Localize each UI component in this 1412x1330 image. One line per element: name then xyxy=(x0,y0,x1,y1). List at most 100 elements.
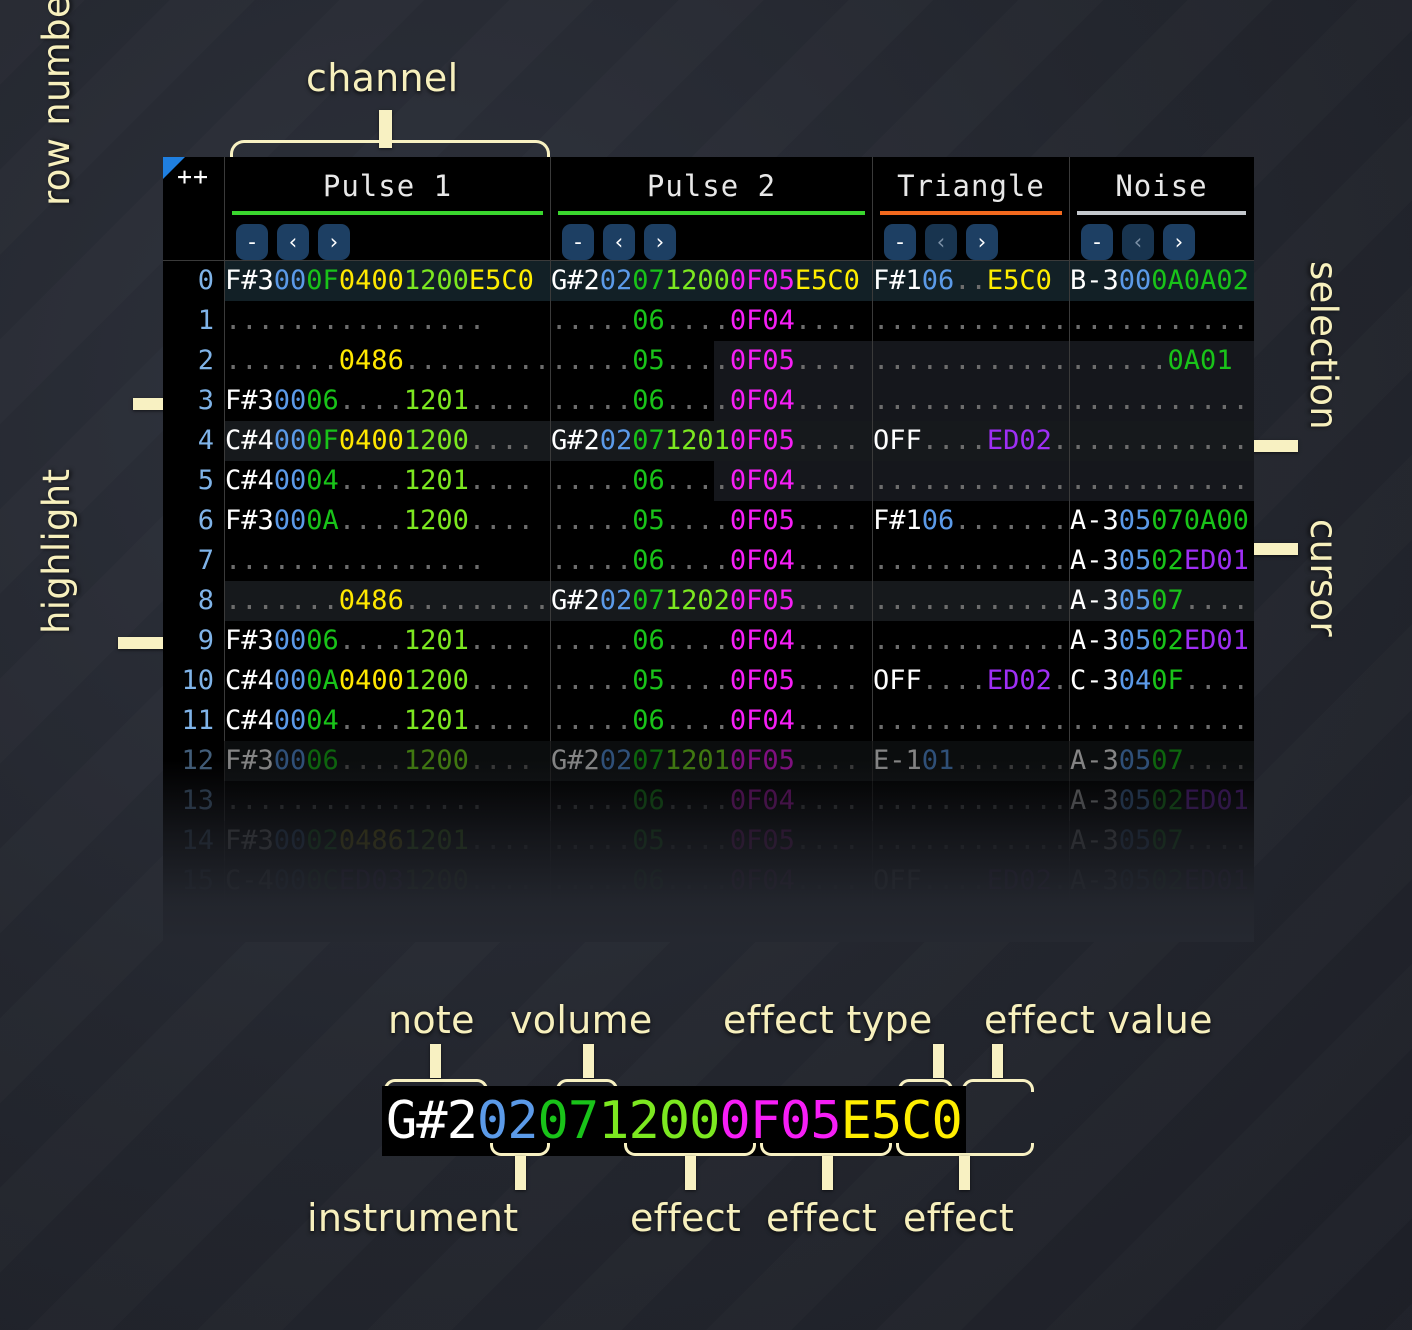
cell-segment-note: A-3 xyxy=(1070,785,1119,816)
pattern-cell[interactable]: ............ xyxy=(1070,461,1253,501)
channel-header-noise[interactable]: Noise - ‹ › xyxy=(1070,157,1253,260)
pattern-cell[interactable]: .....06....0F04.... xyxy=(551,541,873,581)
pattern-cell[interactable]: ............ xyxy=(873,541,1070,581)
next-button[interactable]: › xyxy=(318,224,350,260)
pattern-cell[interactable]: .......0486......... xyxy=(225,341,551,381)
pattern-row[interactable]: 5 C#40004....1201.... .....06....0F04.....… xyxy=(163,461,1254,501)
pattern-cell[interactable]: F#30006....1201.... xyxy=(225,621,551,661)
pattern-cell[interactable]: .....05....0F05.... xyxy=(551,821,873,861)
pattern-row[interactable]: 4 C#4000F04001200.... G#2020712010F05.... O… xyxy=(163,421,1254,461)
pattern-cell[interactable]: F#106........ xyxy=(873,501,1070,541)
pattern-cell[interactable]: OFF....ED02... xyxy=(873,421,1070,461)
pattern-cell[interactable]: C#40004....1201.... xyxy=(225,461,551,501)
next-button[interactable]: › xyxy=(1163,224,1195,260)
pattern-cell[interactable]: F#3000A....1200.... xyxy=(225,501,551,541)
pattern-row[interactable]: 12 F#30006....1200.... G#2020712010F05....… xyxy=(163,741,1254,781)
pattern-row[interactable]: 11 C#40004....1201.... .....06....0F04....… xyxy=(163,701,1254,741)
pattern-cell[interactable]: ............ xyxy=(873,621,1070,661)
pattern-cell[interactable]: F#106..E5C0 xyxy=(873,261,1070,301)
pattern-cell[interactable]: .....06....0F04.... xyxy=(551,461,873,501)
pattern-cell[interactable]: .....05....0F05.... xyxy=(551,501,873,541)
pattern-cell[interactable]: G#2020712000F05E5C0 xyxy=(551,261,873,301)
pattern-cell[interactable]: F#3000204861201.... xyxy=(225,821,551,861)
mute-button[interactable]: - xyxy=(884,224,916,260)
pattern-row[interactable]: 3 F#30006....1201.... .....06....0F04.....… xyxy=(163,381,1254,421)
pattern-cell[interactable]: F#30006....1200.... xyxy=(225,741,551,781)
pattern-cell[interactable]: C#4000A04001200.... xyxy=(225,661,551,701)
pattern-row[interactable]: 7................ .....06....0F04........… xyxy=(163,541,1254,581)
pattern-cell[interactable]: A-30507.... xyxy=(1070,821,1253,861)
pattern-cell[interactable]: ............ xyxy=(873,781,1070,821)
pattern-cell[interactable]: F#30006....1201.... xyxy=(225,381,551,421)
pattern-cell[interactable]: OFF....ED02... xyxy=(873,661,1070,701)
pattern-cell[interactable]: A-30502ED01 xyxy=(1070,621,1253,661)
pattern-cell[interactable]: B-3000A0A02 xyxy=(1070,261,1253,301)
pattern-cell[interactable]: ......0A01 xyxy=(1070,341,1253,381)
pattern-cell[interactable]: G#2020712010F05.... xyxy=(551,741,873,781)
prev-button[interactable]: ‹ xyxy=(603,224,635,260)
pattern-cell[interactable]: ............ xyxy=(1070,301,1253,341)
pattern-cell[interactable]: ................ xyxy=(225,301,551,341)
pattern-cell[interactable]: C-4000CED031200.... xyxy=(225,861,551,901)
pattern-row[interactable]: 0 F#3000F04001200E5C0 G#2020712000F05E5C0 F… xyxy=(163,261,1254,301)
pattern-cell[interactable]: .......0486......... xyxy=(225,581,551,621)
pattern-row[interactable]: 13................ .....06....0F04.......… xyxy=(163,781,1254,821)
pattern-cell[interactable]: F#3000F04001200E5C0 xyxy=(225,261,551,301)
pattern-row[interactable]: 8 .......0486......... G#2020712020F05....… xyxy=(163,581,1254,621)
pattern-cell[interactable]: ............ xyxy=(873,381,1070,421)
pattern-cell[interactable]: ............ xyxy=(1070,421,1253,461)
next-button[interactable]: › xyxy=(644,224,676,260)
pattern-cell[interactable]: .....06....0F04.... xyxy=(551,381,873,421)
pattern-cell[interactable]: ................ xyxy=(225,541,551,581)
pattern-cell[interactable]: ............ xyxy=(873,701,1070,741)
pattern-grid[interactable]: 0 F#3000F04001200E5C0 G#2020712000F05E5C0 F… xyxy=(163,261,1254,901)
channel-header-triangle[interactable]: Triangle - ‹ › xyxy=(873,157,1070,260)
pattern-cell[interactable]: .....06....0F04.... xyxy=(551,621,873,661)
pattern-cell[interactable]: A-30502ED01 xyxy=(1070,861,1253,901)
pattern-cell[interactable]: A-30502ED01 xyxy=(1070,781,1253,821)
tracker-pattern-editor[interactable]: ++ Pulse 1- ‹ › Pulse 2- ‹ › Triangle - ‹ › Noise -… xyxy=(163,157,1254,940)
pattern-cell[interactable]: C#40004....1201.... xyxy=(225,701,551,741)
pattern-row[interactable]: 15 C-4000CED031200.... .....06....0F04....… xyxy=(163,861,1254,901)
pattern-row[interactable]: 10 C#4000A04001200.... .....05....0F05....… xyxy=(163,661,1254,701)
prev-button[interactable]: ‹ xyxy=(1122,224,1154,260)
mute-button[interactable]: - xyxy=(236,224,268,260)
prev-button[interactable]: ‹ xyxy=(925,224,957,260)
pattern-cell[interactable]: .....06....0F04.... xyxy=(551,781,873,821)
pattern-cell[interactable]: ............ xyxy=(873,301,1070,341)
pattern-cell[interactable]: ............ xyxy=(873,341,1070,381)
pattern-row[interactable]: 1................ .....06....0F04........… xyxy=(163,301,1254,341)
pattern-cell[interactable]: G#2020712010F05.... xyxy=(551,421,873,461)
pattern-cell[interactable]: OFF....ED02... xyxy=(873,861,1070,901)
pattern-cell[interactable]: A-30502ED01 xyxy=(1070,541,1253,581)
pattern-row[interactable]: 14 F#3000204861201.... .....05....0F05....… xyxy=(163,821,1254,861)
pattern-cell[interactable]: .....06....0F04.... xyxy=(551,301,873,341)
mute-button[interactable]: - xyxy=(1081,224,1113,260)
pattern-cell[interactable]: .....06....0F04.... xyxy=(551,701,873,741)
mute-button[interactable]: - xyxy=(562,224,594,260)
pattern-cell[interactable]: G#2020712020F05.... xyxy=(551,581,873,621)
pattern-cell[interactable]: .....06....0F04.... xyxy=(551,861,873,901)
next-button[interactable]: › xyxy=(966,224,998,260)
pattern-row[interactable]: 2 .......0486......... .....05....0F05....… xyxy=(163,341,1254,381)
pattern-cell[interactable]: ............ xyxy=(873,581,1070,621)
pattern-cell[interactable]: .....05....0F05.... xyxy=(551,341,873,381)
pattern-cell[interactable]: A-30507.... xyxy=(1070,741,1253,781)
channel-header-pulse-1[interactable]: Pulse 1 - ‹ › xyxy=(225,157,551,260)
pattern-cell[interactable]: ............ xyxy=(873,821,1070,861)
pattern-cell[interactable]: C#4000F04001200.... xyxy=(225,421,551,461)
pattern-cell[interactable]: .....05....0F05.... xyxy=(551,661,873,701)
header-corner[interactable]: ++ xyxy=(163,157,225,260)
pattern-cell[interactable]: ............ xyxy=(873,461,1070,501)
pattern-cell[interactable]: A-305070A00 xyxy=(1070,501,1253,541)
pattern-cell[interactable]: E-101........ xyxy=(873,741,1070,781)
pattern-cell[interactable]: A-30507.... xyxy=(1070,581,1253,621)
pattern-cell[interactable]: ................ xyxy=(225,781,551,821)
pattern-cell[interactable]: ............ xyxy=(1070,381,1253,421)
channel-header-pulse-2[interactable]: Pulse 2 - ‹ › xyxy=(551,157,873,260)
prev-button[interactable]: ‹ xyxy=(277,224,309,260)
pattern-cell[interactable]: ............ xyxy=(1070,701,1253,741)
pattern-row[interactable]: 9 F#30006....1201.... .....06....0F04.....… xyxy=(163,621,1254,661)
pattern-cell[interactable]: C-3040F.... xyxy=(1070,661,1253,701)
pattern-row[interactable]: 6 F#3000A....1200.... .....05....0F05.... F… xyxy=(163,501,1254,541)
